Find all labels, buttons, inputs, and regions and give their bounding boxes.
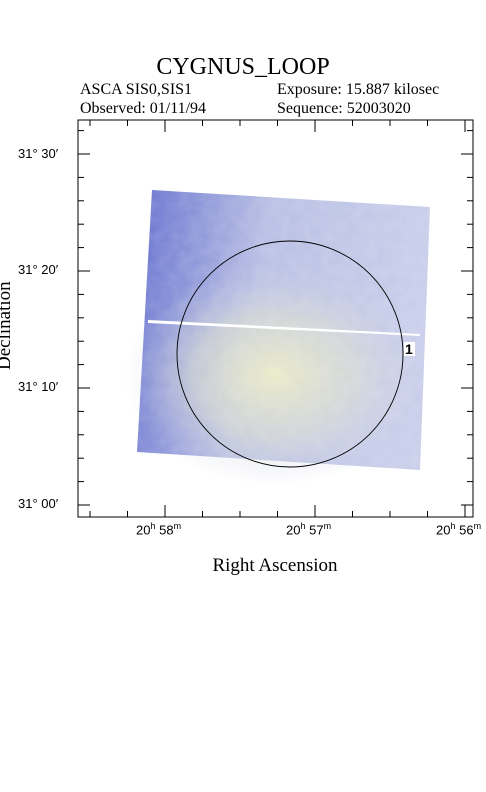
instrument-label: ASCA SIS0,SIS1: [80, 81, 193, 98]
plot-frame: [77, 119, 474, 518]
y-tick-label: 31° 20′: [18, 262, 59, 277]
observed-date-label: Observed: 01/11/94: [80, 100, 207, 117]
x-tick-label: 20h 56m: [436, 521, 482, 538]
sequence-label: Sequence: 52003020: [277, 100, 411, 117]
chip-gap: [148, 320, 420, 336]
x-axis-title: Right Ascension: [212, 555, 338, 576]
image-title: CYGNUS_LOOP: [156, 54, 330, 80]
axis-ticks: [78, 120, 473, 517]
xray-image: [125, 190, 430, 485]
y-tick-label: 31° 30′: [18, 146, 59, 161]
image-noise-texture: [137, 190, 430, 470]
x-tick-label: 20h 58m: [136, 521, 182, 538]
y-tick-label: 31° 10′: [18, 379, 59, 394]
y-tick-label: 31° 00′: [18, 496, 59, 511]
x-tick-label: 20h 57m: [286, 521, 332, 538]
extraction-region-circle: [176, 240, 404, 468]
exposure-label: Exposure: 15.887 kilosec: [277, 81, 440, 98]
region-label-bg: [404, 342, 415, 356]
y-axis-title: Declination: [0, 281, 15, 370]
region-label: 1: [405, 341, 413, 357]
